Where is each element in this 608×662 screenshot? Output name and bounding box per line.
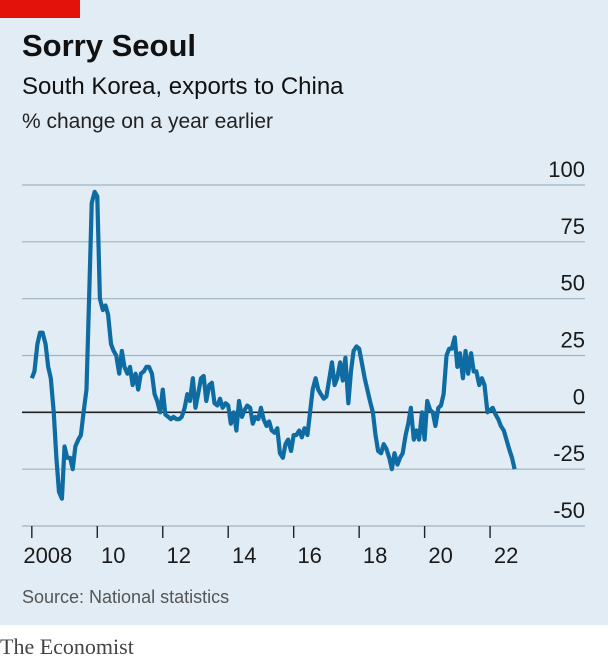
y-tick-label: -25 [553,441,585,466]
y-tick-label: 25 [561,328,585,353]
y-tick-label: 75 [561,214,585,239]
x-tick-label: 22 [494,543,518,568]
y-tick-label: 0 [573,384,585,409]
y-axis-label: % change on a year earlier [22,110,273,133]
data-line [29,189,517,501]
source: Source: National statistics [22,587,229,607]
y-tick-label: 50 [561,271,585,296]
brand: The Economist [0,634,134,659]
chart-subtitle: South Korea, exports to China [22,73,344,100]
x-tick-label: 16 [297,543,321,568]
y-tick-label: 100 [548,157,585,182]
x-tick-label: 18 [363,543,387,568]
red-tag [0,0,80,18]
background [0,0,608,625]
x-tick-label: 14 [232,543,256,568]
x-tick-label: 10 [101,543,125,568]
x-tick-label: 20 [428,543,452,568]
y-tick-label: -50 [553,498,585,523]
x-tick-label: 12 [167,543,191,568]
chart-title: Sorry Seoul [22,28,196,63]
x-tick-label: 2008 [23,543,72,568]
